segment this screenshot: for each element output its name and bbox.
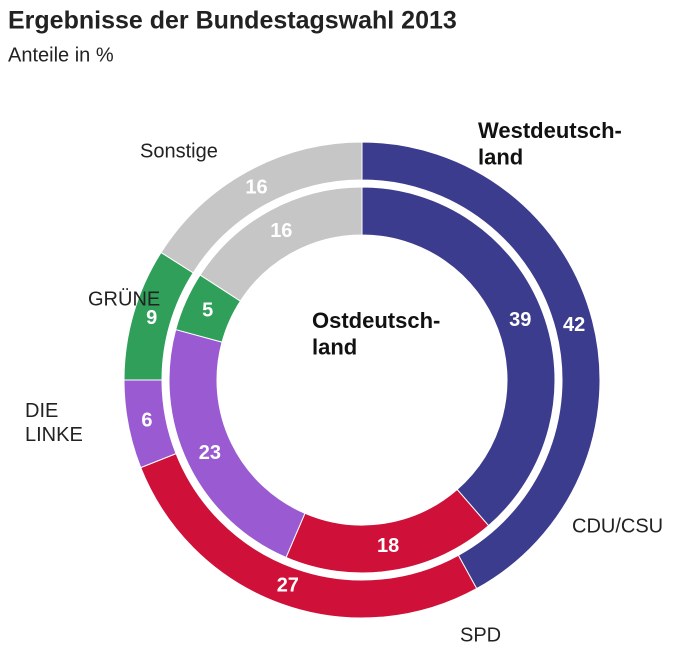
series-label: Ostdeutsch-land: [312, 308, 440, 359]
data-label: 16: [245, 176, 267, 198]
chart-title: Ergebnisse der Bundestagswahl 2013: [8, 7, 457, 35]
data-label: 27: [277, 574, 299, 596]
donut-segment: [361, 141, 601, 590]
data-label: 5: [202, 299, 213, 321]
data-label: 18: [377, 535, 399, 557]
data-label: 23: [199, 442, 221, 464]
donut-segment: [160, 141, 363, 274]
series-label: Westdeutsch-land: [478, 118, 622, 169]
category-label: CDU/CSU: [572, 515, 663, 537]
donut-segment: [199, 186, 363, 302]
category-label: Sonstige: [140, 140, 218, 162]
data-label: 16: [270, 220, 292, 242]
data-label: 39: [509, 309, 531, 331]
category-label: GRÜNE: [88, 288, 160, 310]
category-label: DIE LINKE: [25, 400, 83, 446]
data-label: 9: [146, 307, 157, 329]
donut-segment: [361, 186, 556, 527]
category-label: SPD: [460, 624, 501, 646]
data-label: 42: [563, 314, 585, 336]
chart-subtitle: Anteile in %: [8, 44, 114, 66]
data-label: 6: [141, 409, 152, 431]
